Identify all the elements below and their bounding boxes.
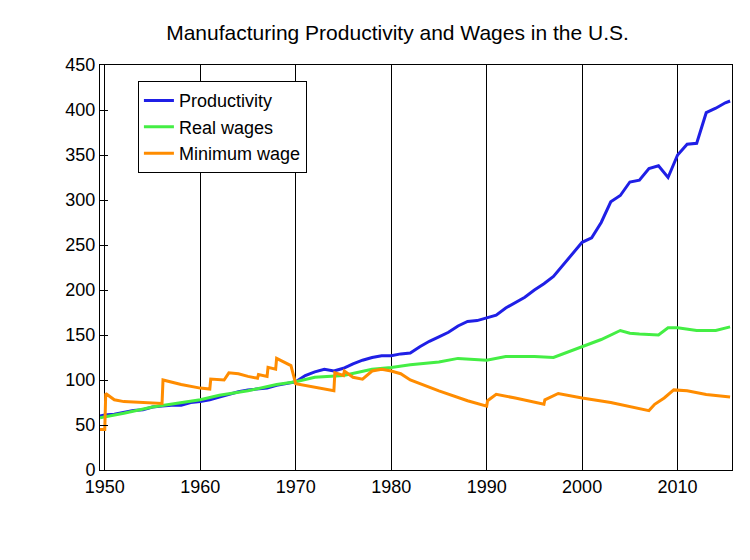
svg-text:0: 0	[85, 460, 95, 480]
svg-text:2000: 2000	[562, 477, 602, 497]
svg-text:1980: 1980	[371, 477, 411, 497]
svg-text:1960: 1960	[180, 477, 220, 497]
svg-text:1950: 1950	[85, 477, 125, 497]
svg-text:100: 100	[65, 370, 95, 390]
svg-text:350: 350	[65, 145, 95, 165]
svg-text:Productivity: Productivity	[179, 91, 272, 111]
svg-text:200: 200	[65, 280, 95, 300]
svg-text:50: 50	[75, 415, 95, 435]
svg-text:Minimum wage: Minimum wage	[179, 144, 300, 164]
svg-text:2010: 2010	[658, 477, 698, 497]
svg-text:Real wages: Real wages	[179, 118, 273, 138]
svg-text:300: 300	[65, 190, 95, 210]
svg-text:1990: 1990	[467, 477, 507, 497]
svg-text:1970: 1970	[276, 477, 316, 497]
svg-text:150: 150	[65, 325, 95, 345]
svg-text:450: 450	[65, 55, 95, 75]
svg-text:250: 250	[65, 235, 95, 255]
svg-text:400: 400	[65, 100, 95, 120]
svg-text:Manufacturing Productivity and: Manufacturing Productivity and Wages in …	[166, 21, 629, 44]
